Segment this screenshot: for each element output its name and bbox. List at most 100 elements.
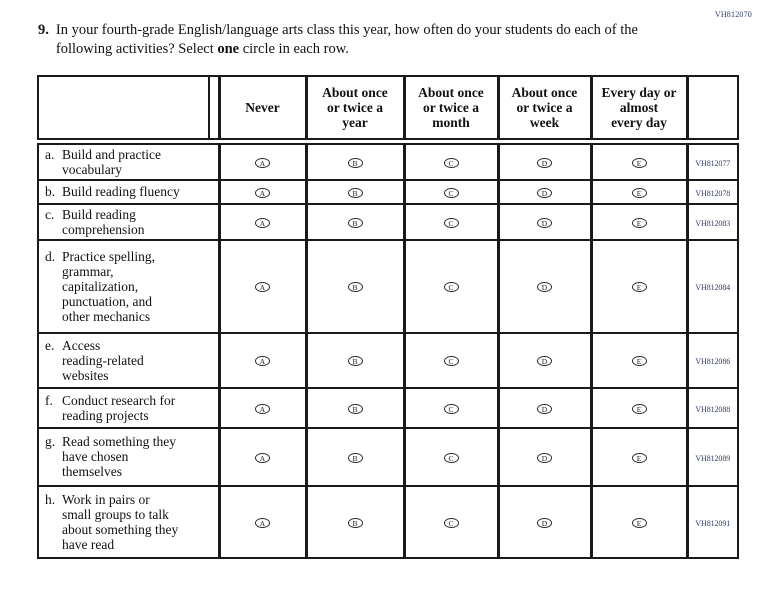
answer-cell: A [217, 238, 308, 334]
answer-bubble-d-E[interactable]: E [631, 282, 647, 292]
activity-label: Conduct research for reading projects [62, 392, 176, 423]
answer-bubble-g-B[interactable]: B [347, 452, 363, 463]
answer-cell: D [496, 484, 593, 559]
answer-cell: A [217, 484, 308, 559]
row-letter: e. [45, 337, 55, 353]
answer-bubble-e-C[interactable]: C [443, 356, 459, 366]
answer-bubble-a-A[interactable]: A [255, 157, 270, 168]
answer-cell: A [217, 426, 308, 487]
activities-table: Never About once or twice a year About o… [37, 75, 739, 559]
answer-cell: E [589, 238, 689, 334]
activity-label-cell: a. Build and practice vocabulary [37, 140, 221, 181]
answer-cell: C [402, 426, 500, 487]
header-stub-cell [37, 75, 221, 145]
question-text-part1: In your fourth-grade English/language ar… [55, 22, 638, 57]
answer-cell: C [402, 331, 500, 389]
answer-bubble-h-E[interactable]: E [631, 517, 647, 528]
answer-cell: E [589, 426, 689, 487]
item-code-cell: VH812086 [685, 331, 739, 389]
answer-bubble-g-A[interactable]: A [255, 452, 270, 463]
answer-cell: A [217, 140, 308, 181]
answer-cell: D [496, 386, 593, 429]
answer-bubble-e-B[interactable]: B [347, 356, 363, 366]
answer-bubble-d-D[interactable]: D [537, 282, 552, 292]
answer-bubble-h-D[interactable]: D [537, 517, 552, 528]
answer-cell: E [589, 386, 689, 429]
answer-bubble-e-D[interactable]: D [537, 356, 552, 366]
answer-bubble-c-A[interactable]: A [255, 217, 270, 228]
answer-bubble-d-C[interactable]: C [443, 282, 459, 292]
answer-cell: C [402, 140, 500, 181]
answer-bubble-g-E[interactable]: E [631, 452, 647, 463]
header-row: Never About once or twice a year About o… [37, 75, 739, 145]
activity-row-h: h. Work in pairs or small groups to talk… [37, 484, 739, 559]
activity-label: Build and practice vocabulary [62, 146, 161, 177]
form-code: VH812070 [714, 10, 752, 19]
answer-bubble-e-E[interactable]: E [631, 356, 647, 366]
answer-cell: D [496, 238, 593, 334]
answer-bubble-b-C[interactable]: C [443, 187, 459, 198]
activity-label: Build reading comprehension [62, 206, 145, 237]
answer-cell: D [496, 178, 593, 205]
answer-bubble-c-D[interactable]: D [537, 217, 552, 228]
answer-bubble-b-D[interactable]: D [537, 187, 552, 198]
item-code: VH812091 [695, 518, 731, 528]
answer-bubble-h-A[interactable]: A [255, 517, 270, 528]
activity-row-g: g. Read something they have chosen thems… [37, 426, 739, 487]
answer-cell: A [217, 331, 308, 389]
answer-cell: C [402, 386, 500, 429]
activity-row-e: e. Access reading-related websites A B C D E… [37, 331, 739, 389]
question-text-part2: circle in each row. [239, 41, 349, 57]
column-header-never: Never [217, 75, 308, 145]
column-header-every-day: Every day or almost every day [589, 75, 689, 145]
item-code-cell: VH812084 [685, 238, 739, 334]
answer-bubble-h-C[interactable]: C [443, 517, 459, 528]
answer-bubble-g-D[interactable]: D [537, 452, 552, 463]
answer-bubble-f-C[interactable]: C [443, 403, 459, 414]
answer-bubble-e-A[interactable]: A [255, 356, 270, 366]
answer-bubble-a-C[interactable]: C [443, 157, 459, 168]
activity-label-cell: d. Practice spelling, grammar, capitaliz… [37, 238, 221, 334]
answer-bubble-f-B[interactable]: B [347, 403, 363, 414]
item-code: VH812088 [695, 404, 731, 414]
answer-cell: C [402, 178, 500, 205]
activity-label: Practice spelling, grammar, capitalizati… [62, 248, 155, 324]
answer-bubble-a-D[interactable]: D [537, 157, 552, 168]
activity-row-c: c. Build reading comprehension A B C D E VH8… [37, 202, 739, 241]
column-header-once-twice-year: About once or twice a year [304, 75, 406, 145]
answer-cell: C [402, 202, 500, 241]
answer-cell: B [304, 331, 406, 389]
activity-row-b: b. Build reading fluency A B C D E VH812078 [37, 178, 739, 205]
answer-bubble-a-B[interactable]: B [347, 157, 363, 168]
answer-bubble-b-B[interactable]: B [347, 187, 363, 198]
answer-bubble-d-A[interactable]: A [255, 282, 270, 292]
answer-bubble-b-E[interactable]: E [631, 187, 647, 198]
answer-cell: B [304, 484, 406, 559]
answer-bubble-d-B[interactable]: B [347, 282, 363, 292]
answer-bubble-c-E[interactable]: E [631, 217, 647, 228]
item-code-cell: VH812077 [685, 140, 739, 181]
answer-bubble-f-D[interactable]: D [537, 403, 552, 414]
item-code-cell: VH812089 [685, 426, 739, 487]
answer-bubble-f-A[interactable]: A [255, 403, 270, 414]
activity-label-cell: h. Work in pairs or small groups to talk… [37, 484, 221, 559]
item-code-cell: VH812091 [685, 484, 739, 559]
answer-bubble-g-C[interactable]: C [443, 452, 459, 463]
answer-bubble-c-C[interactable]: C [443, 217, 459, 228]
answer-bubble-f-E[interactable]: E [631, 403, 647, 414]
answer-cell: D [496, 331, 593, 389]
item-code: VH812086 [695, 357, 731, 366]
answer-cell: B [304, 140, 406, 181]
answer-bubble-a-E[interactable]: E [631, 157, 647, 168]
answer-bubble-b-A[interactable]: A [255, 187, 270, 198]
row-letter: d. [45, 248, 56, 264]
activity-label: Read something they have chosen themselv… [62, 434, 176, 479]
answer-bubble-h-B[interactable]: B [347, 517, 363, 528]
row-letter: b. [45, 184, 56, 199]
answer-cell: A [217, 178, 308, 205]
answer-cell: E [589, 331, 689, 389]
activity-label-cell: c. Build reading comprehension [37, 202, 221, 241]
column-header-once-twice-month: About once or twice a month [402, 75, 500, 145]
row-letter: c. [45, 206, 55, 222]
answer-bubble-c-B[interactable]: B [347, 217, 363, 228]
